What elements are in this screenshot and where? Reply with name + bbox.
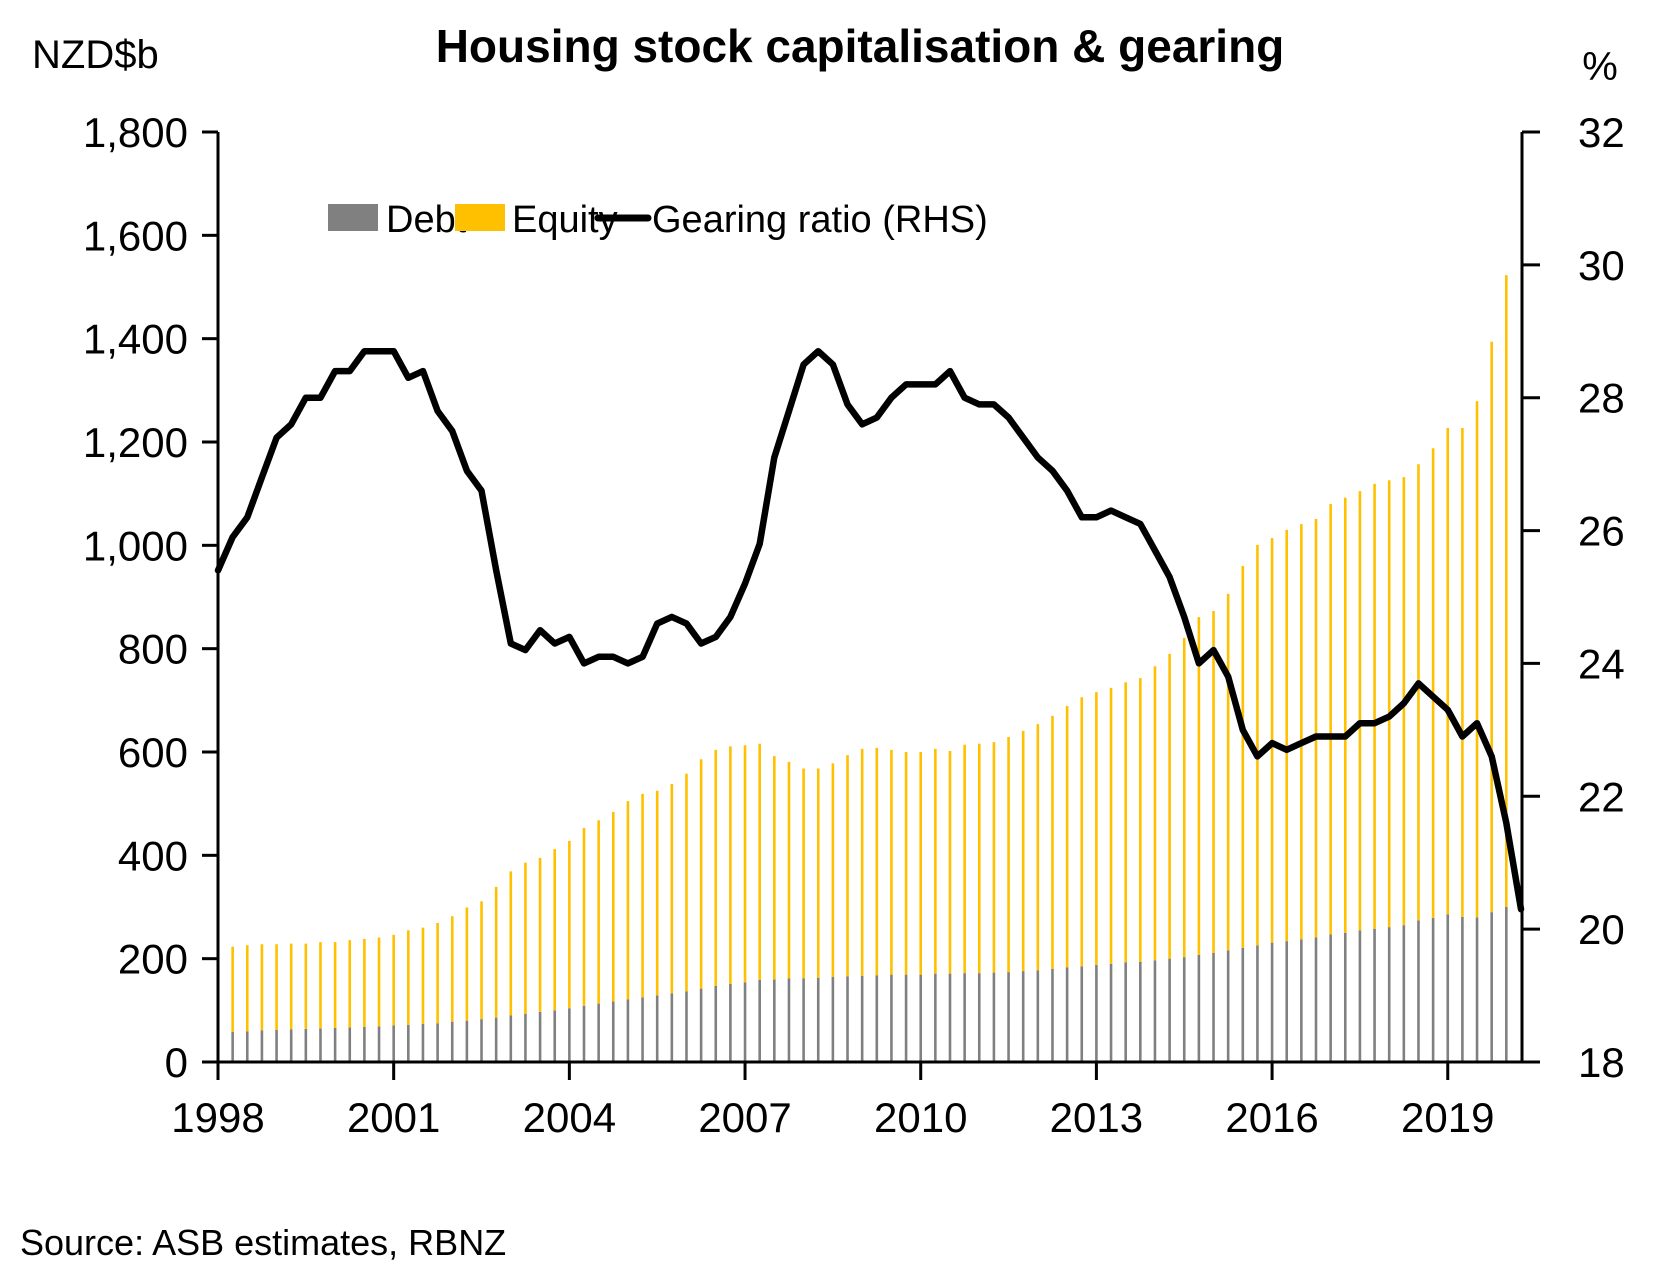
left-tick-label: 200 <box>118 936 188 983</box>
legend-debt-swatch <box>328 204 378 231</box>
right-tick-label: 30 <box>1578 242 1625 289</box>
x-tick-label: 2016 <box>1225 1094 1318 1141</box>
right-tick-label: 26 <box>1578 508 1625 555</box>
right-tick-label: 24 <box>1578 640 1625 687</box>
x-tick-label: 2013 <box>1050 1094 1143 1141</box>
left-tick-label: 800 <box>118 626 188 673</box>
right-tick-label: 22 <box>1578 773 1625 820</box>
x-tick-label: 2001 <box>347 1094 440 1141</box>
left-tick-label: 1,000 <box>83 522 188 569</box>
legend-equity-swatch <box>455 204 505 231</box>
right-tick-label: 28 <box>1578 375 1625 422</box>
axes-layer: 0 200 400 600 800 1,000 1,200 1,400 1,600 1,800 18… <box>83 109 1625 1141</box>
legend-gearing-label: Gearing ratio (RHS) <box>652 199 988 241</box>
left-tick-label: 1,800 <box>83 109 188 156</box>
left-tick-label: 400 <box>118 832 188 879</box>
gearing-line-layer <box>214 347 1525 913</box>
x-tick-label: 2004 <box>523 1094 616 1141</box>
chart-title: Housing stock capitalisation & gearing <box>436 20 1285 72</box>
x-tick-label: 2019 <box>1401 1094 1494 1141</box>
left-tick-label: 600 <box>118 729 188 776</box>
left-tick-label: 1,600 <box>83 212 188 259</box>
bars-layer <box>216 275 1508 1062</box>
right-axis-unit: % <box>1582 45 1618 89</box>
right-tick-label: 20 <box>1578 906 1625 953</box>
legend: Debt Equity Gearing ratio (RHS) <box>328 199 988 241</box>
gearing-ratio-line <box>214 347 1525 913</box>
x-tick-label: 2010 <box>874 1094 967 1141</box>
x-tick-label: 1998 <box>171 1094 264 1141</box>
right-tick-label: 32 <box>1578 109 1625 156</box>
right-tick-label: 18 <box>1578 1039 1625 1086</box>
x-tick-label: 2007 <box>698 1094 791 1141</box>
left-tick-label: 0 <box>165 1039 188 1086</box>
legend-debt-label: Debt <box>386 199 467 241</box>
left-axis-unit: NZD$b <box>32 33 159 77</box>
left-tick-label: 1,400 <box>83 316 188 363</box>
left-tick-label: 1,200 <box>83 419 188 466</box>
source-note: Source: ASB estimates, RBNZ <box>20 1222 506 1263</box>
